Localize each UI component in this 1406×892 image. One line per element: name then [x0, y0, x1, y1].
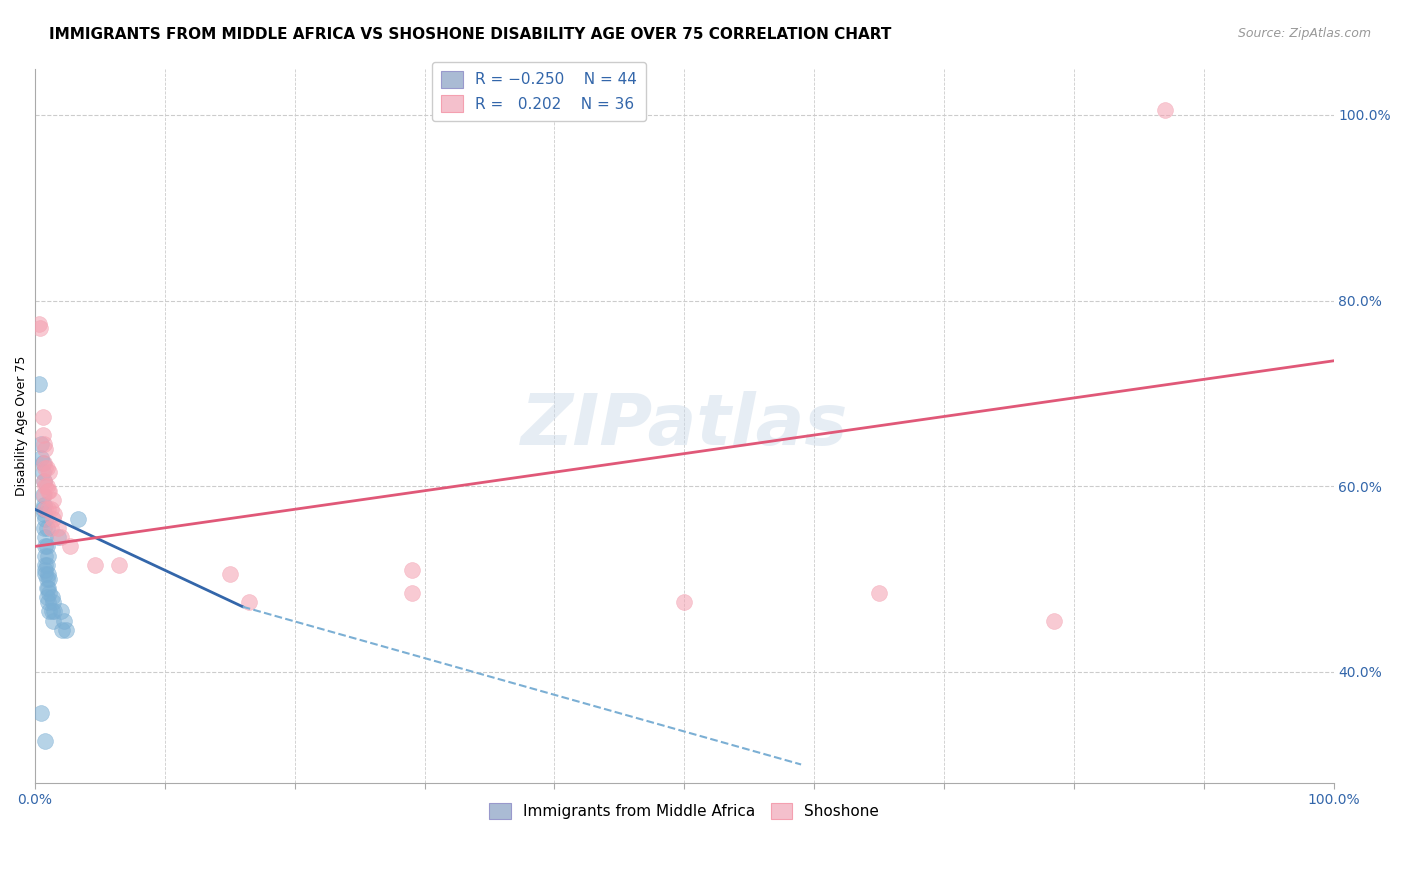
Text: IMMIGRANTS FROM MIDDLE AFRICA VS SHOSHONE DISABILITY AGE OVER 75 CORRELATION CHA: IMMIGRANTS FROM MIDDLE AFRICA VS SHOSHON…	[49, 27, 891, 42]
Point	[39, 502, 62, 516]
Point	[31, 428, 53, 442]
Point	[30, 437, 52, 451]
Point	[34, 563, 56, 577]
Point	[35, 540, 58, 554]
Point	[30, 321, 52, 335]
Point	[35, 479, 58, 493]
Point	[238, 595, 260, 609]
Point	[51, 623, 73, 637]
Point	[37, 567, 59, 582]
Point	[34, 549, 56, 563]
Point	[34, 511, 56, 525]
Point	[38, 483, 60, 498]
Point	[34, 567, 56, 582]
Point	[32, 521, 55, 535]
Point	[34, 460, 56, 475]
Point	[218, 567, 240, 582]
Point	[32, 456, 55, 470]
Point	[83, 558, 105, 572]
Point	[49, 604, 72, 618]
Point	[34, 558, 56, 572]
Point	[35, 558, 58, 572]
Point	[34, 530, 56, 544]
Point	[42, 614, 65, 628]
Point	[44, 507, 66, 521]
Point	[401, 586, 423, 600]
Point	[55, 623, 77, 637]
Point	[1153, 103, 1175, 118]
Point	[38, 572, 60, 586]
Point	[28, 317, 51, 331]
Point	[42, 511, 65, 525]
Point	[38, 465, 60, 479]
Point	[37, 581, 59, 595]
Point	[34, 540, 56, 554]
Point	[32, 507, 55, 521]
Point	[401, 563, 423, 577]
Legend: Immigrants from Middle Africa, Shoshone: Immigrants from Middle Africa, Shoshone	[484, 797, 886, 825]
Point	[28, 377, 51, 392]
Point	[38, 604, 60, 618]
Point	[35, 572, 58, 586]
Point	[37, 483, 59, 498]
Point	[37, 502, 59, 516]
Point	[39, 521, 62, 535]
Point	[49, 530, 72, 544]
Y-axis label: Disability Age Over 75: Disability Age Over 75	[15, 356, 28, 496]
Point	[31, 409, 53, 424]
Point	[673, 595, 696, 609]
Point	[37, 549, 59, 563]
Point	[52, 614, 75, 628]
Point	[31, 502, 53, 516]
Point	[32, 475, 55, 489]
Point	[35, 591, 58, 605]
Point	[34, 479, 56, 493]
Point	[30, 706, 52, 721]
Point	[34, 442, 56, 456]
Point	[35, 521, 58, 535]
Point	[42, 493, 65, 508]
Point	[32, 475, 55, 489]
Point	[31, 465, 53, 479]
Point	[1043, 614, 1066, 628]
Point	[41, 604, 63, 618]
Point	[44, 604, 66, 618]
Point	[37, 595, 59, 609]
Point	[31, 456, 53, 470]
Point	[30, 451, 52, 466]
Point	[108, 558, 131, 572]
Point	[32, 437, 55, 451]
Point	[34, 502, 56, 516]
Point	[46, 521, 69, 535]
Point	[42, 595, 65, 609]
Text: Source: ZipAtlas.com: Source: ZipAtlas.com	[1237, 27, 1371, 40]
Point	[868, 586, 890, 600]
Point	[34, 734, 56, 748]
Point	[31, 488, 53, 502]
Point	[41, 591, 63, 605]
Point	[32, 498, 55, 512]
Point	[59, 540, 82, 554]
Point	[35, 460, 58, 475]
Point	[66, 511, 89, 525]
Point	[38, 586, 60, 600]
Point	[35, 581, 58, 595]
Point	[32, 488, 55, 502]
Text: ZIPatlas: ZIPatlas	[520, 392, 848, 460]
Point	[46, 530, 69, 544]
